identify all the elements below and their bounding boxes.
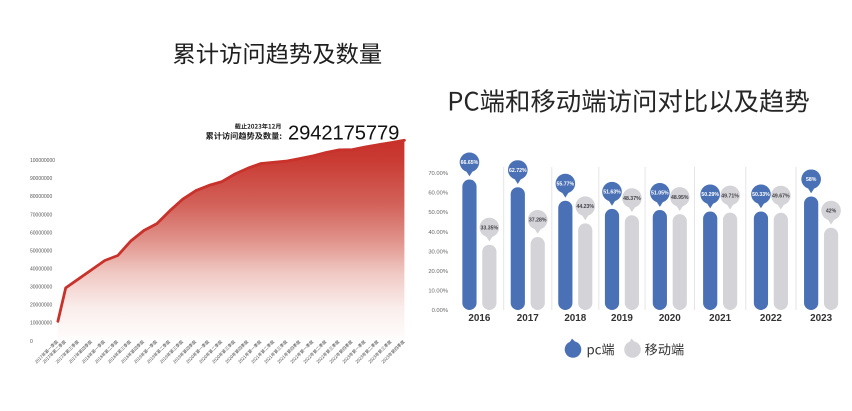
svg-text:80000000: 80000000 (30, 194, 52, 200)
svg-text:55.77%: 55.77% (557, 181, 575, 187)
svg-text:2022: 2022 (760, 313, 782, 324)
svg-text:51.05%: 51.05% (651, 191, 669, 197)
svg-text:40000000: 40000000 (30, 267, 52, 273)
svg-text:50.29%: 50.29% (701, 192, 719, 198)
svg-text:2023: 2023 (810, 313, 832, 324)
svg-text:60000000: 60000000 (30, 230, 52, 236)
svg-text:2016: 2016 (468, 313, 490, 324)
svg-text:2942175779: 2942175779 (288, 123, 399, 145)
svg-text:0: 0 (30, 339, 33, 345)
svg-text:30.00%: 30.00% (428, 249, 448, 255)
svg-text:70.00%: 70.00% (428, 171, 448, 177)
svg-text:20000000: 20000000 (30, 303, 52, 309)
svg-text:90000000: 90000000 (30, 176, 52, 182)
svg-text:33.35%: 33.35% (481, 225, 499, 231)
svg-text:42%: 42% (826, 208, 837, 214)
svg-text:44.23%: 44.23% (576, 204, 594, 210)
svg-text:48.95%: 48.95% (671, 195, 689, 201)
svg-text:62.72%: 62.72% (509, 168, 527, 174)
svg-text:2019: 2019 (611, 313, 633, 324)
svg-text:50.33%: 50.33% (752, 192, 770, 198)
svg-text:20.00%: 20.00% (428, 269, 448, 275)
svg-text:2021: 2021 (709, 313, 731, 324)
svg-text:10000000: 10000000 (30, 321, 52, 327)
svg-text:2018: 2018 (564, 313, 586, 324)
svg-text:49.71%: 49.71% (721, 193, 739, 199)
svg-text:40.00%: 40.00% (428, 230, 448, 236)
svg-text:60.00%: 60.00% (428, 191, 448, 197)
svg-text:58%: 58% (806, 177, 817, 183)
svg-text:100000000: 100000000 (30, 158, 55, 164)
svg-text:10.00%: 10.00% (428, 289, 448, 295)
svg-text:70000000: 70000000 (30, 212, 52, 218)
svg-text:51.63%: 51.63% (603, 190, 621, 196)
svg-text:2020: 2020 (659, 313, 681, 324)
svg-text:30000000: 30000000 (30, 285, 52, 291)
svg-text:37.28%: 37.28% (529, 218, 547, 224)
svg-text:48.37%: 48.37% (623, 196, 641, 202)
svg-text:50000000: 50000000 (30, 249, 52, 255)
svg-text:66.65%: 66.65% (461, 160, 479, 166)
svg-text:0.00%: 0.00% (432, 308, 448, 314)
svg-text:50.00%: 50.00% (428, 210, 448, 216)
svg-text:2017: 2017 (517, 313, 539, 324)
svg-text:49.67%: 49.67% (772, 193, 790, 199)
